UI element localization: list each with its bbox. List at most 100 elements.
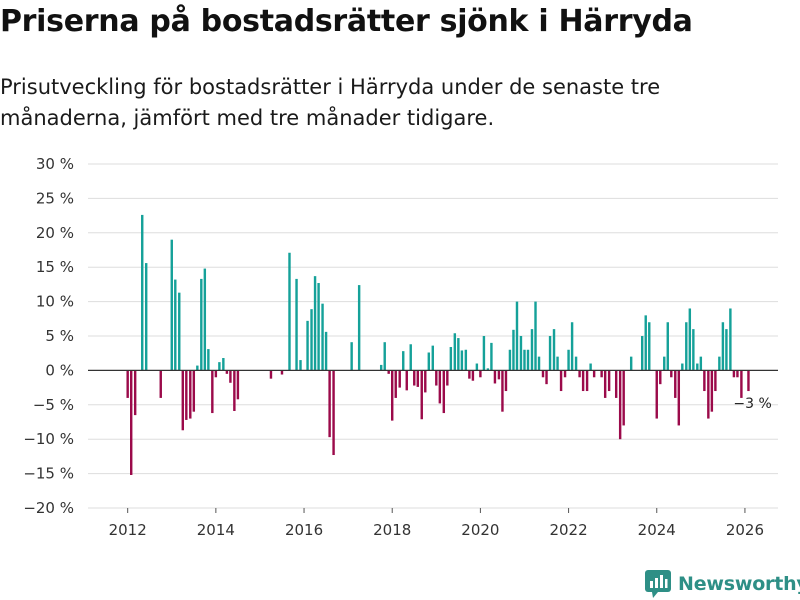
x-tick-label: 2014 xyxy=(197,521,235,539)
bar xyxy=(563,370,567,378)
bar xyxy=(394,370,397,398)
bar xyxy=(189,370,192,419)
bar xyxy=(130,370,133,475)
bar xyxy=(295,278,298,371)
bar xyxy=(379,364,383,371)
bar xyxy=(629,356,633,371)
bar xyxy=(534,301,537,371)
bar xyxy=(178,292,181,371)
bar xyxy=(174,279,177,371)
bar xyxy=(703,370,706,392)
x-tick-label: 2020 xyxy=(461,521,499,539)
bar xyxy=(475,363,479,371)
bar xyxy=(663,356,666,371)
bar xyxy=(659,370,662,385)
bar xyxy=(559,370,563,392)
x-tick-label: 2024 xyxy=(638,521,676,539)
bar xyxy=(493,370,497,384)
bar xyxy=(222,358,225,371)
bar xyxy=(310,309,313,371)
bar xyxy=(438,370,442,404)
bar xyxy=(614,370,618,398)
annotations: −3 % xyxy=(733,396,771,412)
bar xyxy=(391,370,394,421)
bar xyxy=(196,365,199,371)
x-tick-label: 2016 xyxy=(285,521,323,539)
bar xyxy=(453,333,457,371)
axes: 30 % 25 % 20 % 15 % 10 % 5 % 0 % −5 % −10 % −15 %… xyxy=(23,155,778,539)
y-tick-label: 0 % xyxy=(45,361,74,379)
bar xyxy=(526,349,530,371)
bar xyxy=(442,370,446,414)
bar xyxy=(545,370,548,385)
bar xyxy=(548,336,552,371)
bar xyxy=(207,349,210,371)
bar xyxy=(460,350,464,371)
bar xyxy=(589,363,592,371)
bar xyxy=(479,370,482,378)
bar xyxy=(317,283,320,371)
bar xyxy=(592,370,596,378)
bar xyxy=(427,352,431,371)
bar xyxy=(718,356,721,371)
bar xyxy=(200,278,203,371)
bar xyxy=(457,338,460,371)
newsworthy-logo-text: Newsworthy xyxy=(678,573,800,595)
bar xyxy=(618,370,622,440)
bar xyxy=(622,370,625,426)
bar xyxy=(523,349,526,371)
bar xyxy=(141,214,144,371)
bar xyxy=(530,329,534,371)
bar xyxy=(537,356,541,371)
bar xyxy=(203,268,207,371)
bar xyxy=(692,329,695,371)
bar xyxy=(218,362,221,371)
y-tick-label: 25 % xyxy=(36,189,74,207)
bar xyxy=(133,370,137,416)
y-tick-label: 15 % xyxy=(36,258,74,276)
chart-subtitle: Prisutveckling för bostadsrätter i Härry… xyxy=(0,75,661,130)
bar xyxy=(126,370,129,398)
bar xyxy=(431,345,434,371)
bar xyxy=(607,370,611,392)
bar xyxy=(710,370,714,412)
bar xyxy=(501,370,504,412)
bar xyxy=(707,370,710,419)
bar xyxy=(732,370,736,378)
y-tick-label: −5 % xyxy=(33,396,74,414)
latest-value-label: −3 % xyxy=(733,396,771,412)
newsworthy-logo[interactable]: Newsworthy xyxy=(644,568,800,600)
bar xyxy=(541,370,545,378)
bar xyxy=(398,370,401,388)
chart-title: Priserna på bostadsrätter sjönk i Härryd… xyxy=(0,4,693,39)
bar xyxy=(269,370,273,379)
bar xyxy=(387,370,390,374)
bar xyxy=(181,370,184,431)
bar xyxy=(144,263,148,371)
bar xyxy=(229,370,232,383)
y-tick-label: 10 % xyxy=(36,293,74,311)
y-tick-label: 30 % xyxy=(36,155,74,173)
bar xyxy=(729,308,732,371)
x-tick-label: 2012 xyxy=(109,521,147,539)
bar xyxy=(214,370,218,378)
bar xyxy=(159,370,162,398)
bar xyxy=(721,322,725,371)
bar xyxy=(725,329,728,371)
bar xyxy=(225,370,229,374)
y-tick-label: −10 % xyxy=(23,430,74,448)
bar xyxy=(519,336,523,371)
bar xyxy=(420,370,423,420)
bar xyxy=(666,322,669,371)
bars xyxy=(126,214,750,475)
y-tick-label: −20 % xyxy=(23,499,74,517)
bar xyxy=(497,370,501,380)
bar xyxy=(574,356,578,371)
bar xyxy=(567,349,570,371)
bar xyxy=(685,322,688,371)
bar xyxy=(556,356,559,371)
x-tick-label: 2022 xyxy=(549,521,587,539)
bar xyxy=(192,370,196,412)
bar xyxy=(552,329,556,371)
